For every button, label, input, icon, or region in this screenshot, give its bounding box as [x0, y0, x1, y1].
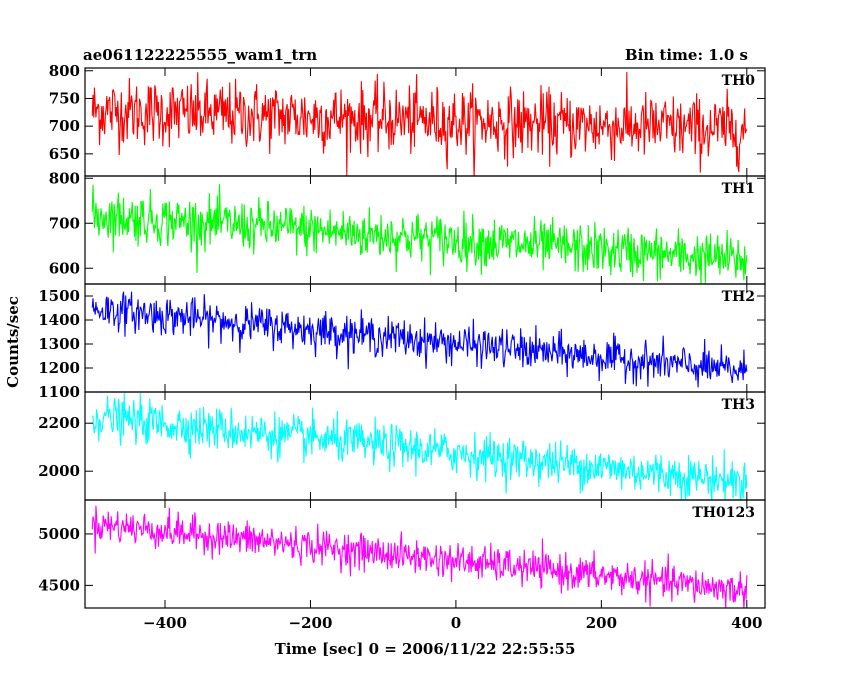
x-axis-title: Time [sec] 0 = 2006/11/22 22:55:55: [275, 640, 576, 658]
panels-group: 650700750800TH0600700800TH11100120013001…: [38, 62, 766, 609]
y-axis-title: Counts/sec: [4, 296, 22, 388]
panel-frame: [84, 499, 766, 609]
y-tick-label: 4500: [38, 576, 80, 594]
y-tick-label: 1100: [38, 383, 80, 401]
y-tick-label: 1300: [38, 335, 80, 353]
y-tick-label: 600: [49, 259, 80, 277]
panel-th0: 650 700 750 800 TH0: [49, 62, 766, 177]
panel-label-th0123: TH0123: [692, 505, 755, 521]
x-tick-label: 200: [586, 614, 617, 632]
y-tick-label: 2000: [38, 462, 80, 480]
y-tick-label: 5000: [38, 525, 80, 543]
y-tick-label: 1400: [38, 311, 80, 329]
x-tick-label: −200: [289, 614, 333, 632]
panel-label-th2: TH2: [722, 289, 755, 305]
y-tick-label: 750: [49, 89, 80, 107]
panel-label-th3: TH3: [722, 397, 755, 413]
x-tick-label: 400: [731, 614, 762, 632]
panel-label-th1: TH1: [722, 181, 755, 197]
series-line-th0: [91, 72, 748, 176]
series-line-th0123: [91, 505, 748, 608]
y-tick-label: 650: [49, 145, 80, 163]
chart-title: ae061122225555_wam1_trn: [83, 46, 317, 64]
panel-th3: 2000 2200 TH3: [38, 391, 766, 501]
y-tick-label: 700: [49, 117, 80, 135]
series-line-th1: [91, 184, 748, 284]
y-tick-label: 800: [49, 169, 80, 187]
series-line-th2: [91, 291, 748, 388]
panel-frame: [84, 391, 766, 501]
x-axis-ticks: −400 −200 0 200 400: [143, 614, 762, 632]
panel-th0123: 4500 5000 TH0123: [38, 499, 766, 609]
y-tick-label: 1200: [38, 359, 80, 377]
y-tick-label: 800: [49, 62, 80, 80]
y-tick-label: 1500: [38, 287, 80, 305]
y-tick-label: 700: [49, 214, 80, 232]
series-line-th3: [91, 392, 748, 500]
panel-th1: 600 700 800 TH1: [49, 169, 766, 285]
panel-label-th0: TH0: [722, 73, 756, 89]
y-tick-label: 2200: [38, 414, 80, 432]
panel-th2: 1100 1200 1300 1400 1500 TH2: [38, 283, 766, 401]
x-tick-label: 0: [451, 614, 461, 632]
bin-time-label: Bin time: 1.0 s: [625, 46, 748, 64]
x-tick-label: −400: [143, 614, 187, 632]
